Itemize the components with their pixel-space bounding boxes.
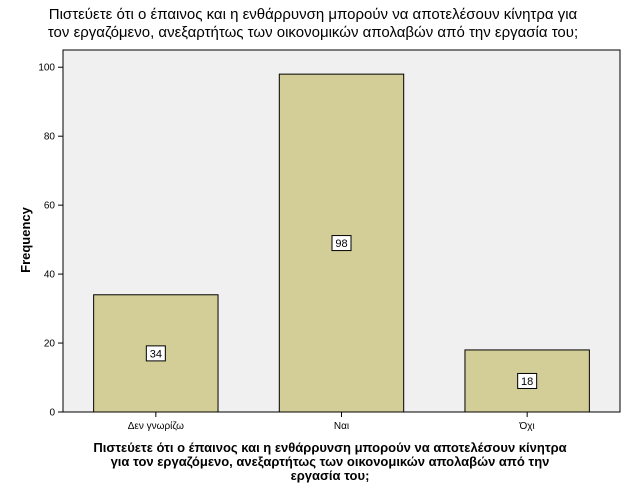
chart-title: Πιστεύετε ότι ο έπαινος και η ενθάρρυνση…: [47, 6, 579, 41]
data-label-box: [145, 345, 166, 362]
data-label: 98: [335, 238, 347, 250]
data-label: 34: [150, 348, 162, 360]
y-tick-label: 100: [38, 63, 55, 74]
bar-chart: 0 20 40 60 80 100 34 98 18 Δεν γνωρίζω Ναι Όχι: [38, 49, 621, 432]
data-label-box: [331, 235, 352, 252]
y-tick-label: 20: [44, 339, 56, 350]
y-tick-label: 60: [44, 201, 56, 212]
x-axis: Δεν γνωρίζω Ναι Όχι: [128, 412, 535, 432]
x-tick-label: Ναι: [334, 421, 349, 432]
data-label: 18: [521, 376, 533, 388]
y-tick-label: 80: [44, 132, 56, 143]
x-tick-label: Όχι: [519, 421, 535, 432]
bars: 34 98 18: [93, 73, 590, 413]
x-tick-label: Δεν γνωρίζω: [128, 420, 184, 432]
data-label-box: [517, 372, 538, 389]
y-tick-label: 40: [44, 270, 56, 281]
y-tick-label: 0: [49, 408, 55, 419]
x-axis-title: Πιστεύετε ότι ο έπαινος και η ενθάρρυνση…: [93, 440, 567, 483]
y-axis-title: Frequency: [17, 207, 33, 273]
y-axis: 0 20 40 60 80 100: [38, 63, 63, 419]
